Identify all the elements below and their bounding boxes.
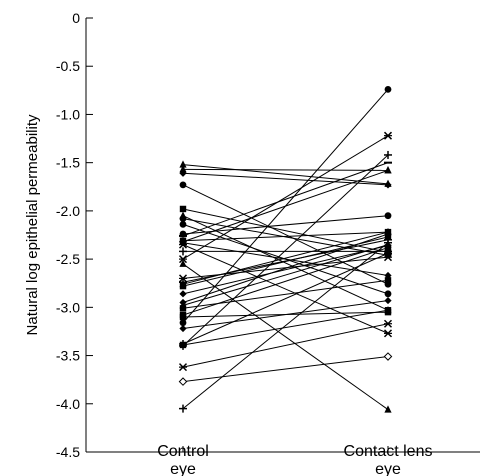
subject-pair [179,296,392,333]
marker-square [179,282,187,290]
subject-pair [179,244,392,319]
y-tick-label: -1.0 [56,106,80,122]
y-tick-label: -3.0 [56,299,80,315]
marker-diamond [179,290,187,298]
marker-circle [179,215,187,223]
y-tick-label: -3.5 [56,348,80,364]
marker-circle [179,181,187,189]
pair-line [182,309,389,346]
pair-line [182,263,389,410]
subject-pair [179,169,392,189]
pair-line [182,184,389,285]
marker-diamond [179,324,187,333]
marker-square [179,313,187,321]
marker-triangle [179,259,187,267]
pair-line [182,323,389,368]
x-category-label: eye [375,461,401,476]
y-tick-label: -2.5 [56,251,80,267]
subject-pair [178,131,393,264]
pair-line [182,242,389,277]
pair-line [182,154,389,347]
marker-diamond [179,169,187,177]
subject-pair [179,249,392,348]
pair-line [182,279,389,309]
subject-pair [179,238,392,413]
y-axis: 0 -0.5 -1.0 -1.5 -2.0 -2.5 -3.0 -3.5 -4.0 -4.5 [56,10,93,460]
pair-line [182,252,389,345]
pair-line [182,300,389,330]
marker-square [384,244,392,251]
marker-square [384,307,392,314]
marker-square [179,305,187,312]
marker-circle [384,290,392,298]
pair-line [182,164,389,185]
marker-circle [179,319,187,327]
subject-pair [179,205,392,256]
y-tick-label: -0.5 [56,58,80,74]
paired-series [178,85,393,413]
x-category-label: Control [157,443,209,460]
y-axis-title-group: Natural log epithelial permeability [24,114,41,335]
pair-line [182,231,389,242]
y-tick-label: -4.0 [56,396,80,412]
pair-line [182,135,389,260]
marker-open-diamond [383,352,393,361]
y-tick-label: -2.0 [56,203,80,219]
subject-pair [178,240,393,338]
subject-pair [179,165,392,174]
subject-pair [179,211,392,314]
subject-pair [179,85,392,327]
pair-line [182,242,389,409]
subject-pair [179,259,392,413]
pair-line [182,244,389,334]
marker-triangle [179,160,187,168]
marker-triangle [384,405,392,413]
x-category-label: eye [170,461,196,476]
pair-line [182,356,389,383]
subject-pair [178,352,393,386]
y-tick-label: 0 [72,10,80,26]
subject-pair [179,161,392,237]
pair-line [182,162,389,237]
x-category-label: Contact lens [344,443,433,460]
y-axis-title: Natural log epithelial permeability [24,114,41,335]
subject-pair [178,319,393,372]
marker-circle [179,220,187,228]
marker-square [179,205,187,213]
marker-diamond [384,296,392,305]
marker-triangle [384,166,392,174]
y-tick-label: -1.5 [56,155,80,171]
pair-line [182,245,389,295]
pair-line [182,168,389,171]
marker-diamond [384,230,392,238]
pair-line [182,231,389,285]
y-tick-label: -4.5 [56,444,80,460]
pair-line [182,244,389,306]
subject-pair [179,277,392,312]
subject-pair [179,150,392,350]
pair-line [182,172,389,186]
pair-line [182,233,389,303]
marker-open-diamond [178,377,188,386]
pair-line [182,89,389,324]
pair-line [182,215,389,235]
subject-pair [179,239,392,280]
marker-circle [384,212,392,220]
marker-triangle [179,165,187,173]
marker-diamond [384,181,392,189]
marker-square [384,277,392,284]
subject-pair [179,247,392,256]
marker-circle [384,85,392,93]
pair-line [182,247,389,316]
